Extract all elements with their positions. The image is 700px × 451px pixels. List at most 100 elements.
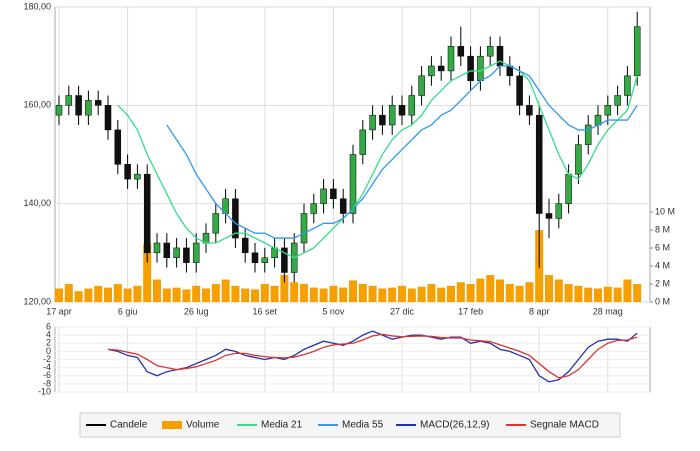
x-tick-label: 5 nov bbox=[322, 306, 345, 316]
line bbox=[166, 65, 638, 239]
volume-bar bbox=[545, 275, 553, 302]
y-tick-label: 6 bbox=[46, 321, 51, 331]
volume-bar bbox=[113, 284, 122, 302]
candle-body bbox=[633, 26, 641, 77]
legend-label: Volume bbox=[186, 420, 220, 431]
y2-tick-label: 0 M bbox=[655, 296, 670, 306]
y-tick-label: 0 bbox=[46, 346, 51, 356]
volume-bar bbox=[153, 279, 161, 302]
volume-bar bbox=[74, 291, 83, 302]
candle-body bbox=[428, 65, 435, 77]
candle-body bbox=[65, 95, 73, 106]
line bbox=[117, 60, 638, 259]
candle-body bbox=[300, 213, 308, 244]
candle-body bbox=[104, 105, 112, 131]
volume-bar bbox=[417, 286, 426, 302]
candle-body bbox=[94, 100, 102, 106]
candle-body bbox=[467, 55, 474, 82]
volume-bar bbox=[55, 288, 63, 302]
volume-bar bbox=[564, 284, 573, 302]
volume-bar bbox=[554, 279, 563, 302]
candle-body bbox=[310, 203, 318, 214]
candle-body bbox=[85, 100, 92, 116]
candle-body bbox=[173, 247, 180, 259]
candle-body bbox=[575, 144, 582, 175]
volume-bar bbox=[290, 282, 299, 302]
volume-bar bbox=[280, 275, 289, 302]
volume-bar bbox=[260, 284, 269, 302]
volume-bar bbox=[123, 288, 132, 302]
y2-tick-label: 6 M bbox=[655, 242, 670, 252]
y-tick-label: -4 bbox=[43, 362, 51, 372]
x-tick-label: 17 apr bbox=[46, 306, 72, 316]
y2-tick-label: 2 M bbox=[655, 278, 670, 288]
y-tick-label: 180,00 bbox=[23, 1, 51, 11]
candle-body bbox=[584, 124, 592, 145]
candle-body bbox=[281, 247, 288, 273]
volume-bar bbox=[574, 285, 583, 302]
volume-bar bbox=[241, 288, 250, 302]
volume-bar bbox=[437, 287, 446, 302]
candle-body bbox=[251, 252, 259, 263]
candle-body bbox=[379, 114, 386, 126]
legend-label: Segnale MACD bbox=[530, 420, 599, 431]
candle-body bbox=[192, 242, 200, 263]
candle-body bbox=[183, 247, 190, 263]
x-tick-label: 26 lug bbox=[184, 306, 209, 316]
legend-entries: Candele Volume Media 21 Media 55 MACD(26,12,… bbox=[86, 420, 599, 431]
volume-bar bbox=[309, 287, 318, 302]
volume-bar bbox=[476, 278, 485, 302]
volume-bar bbox=[515, 285, 524, 302]
candle-body bbox=[457, 46, 465, 57]
volume-bar bbox=[94, 285, 103, 302]
x-tick-label: 28 mag bbox=[593, 306, 623, 316]
y-tick-label: 2 bbox=[46, 338, 51, 348]
y-tick-label: 4 bbox=[46, 330, 51, 340]
candle-body bbox=[163, 242, 171, 258]
volume-bar bbox=[329, 285, 338, 302]
y-tick-label: -10 bbox=[38, 386, 51, 396]
candle-body bbox=[232, 198, 239, 239]
volume-bar bbox=[623, 279, 632, 302]
candle-body bbox=[369, 114, 376, 131]
candle-body bbox=[526, 105, 533, 116]
candle-body bbox=[477, 55, 484, 82]
volume-bar bbox=[349, 280, 357, 302]
volume-bar bbox=[505, 284, 514, 302]
volume-bar bbox=[633, 284, 642, 302]
volume-bar bbox=[398, 285, 406, 302]
candle-body bbox=[624, 75, 631, 96]
candle-body bbox=[349, 154, 357, 214]
candle-body bbox=[55, 105, 63, 116]
volume-bar bbox=[162, 288, 171, 302]
volume-bar bbox=[378, 288, 387, 302]
volume-bar bbox=[496, 279, 504, 302]
volume-bar bbox=[358, 284, 367, 302]
volume-bar bbox=[339, 287, 348, 302]
candle-body bbox=[565, 173, 572, 204]
y-tick-label: -8 bbox=[43, 378, 51, 388]
volume-bar bbox=[456, 282, 465, 302]
volume-bar bbox=[202, 288, 210, 302]
candle-body bbox=[486, 46, 494, 57]
line bbox=[107, 333, 638, 379]
volume-bar bbox=[466, 284, 475, 302]
candle-body bbox=[418, 75, 425, 96]
candle-body bbox=[339, 198, 347, 214]
volume-bar bbox=[211, 284, 220, 302]
x-tick-label: 16 set bbox=[253, 306, 278, 316]
candle-body bbox=[153, 242, 161, 254]
volume-bar bbox=[133, 285, 142, 302]
candle-body bbox=[447, 46, 455, 72]
candle-body bbox=[124, 164, 131, 180]
y2-tick-label: 4 M bbox=[655, 260, 670, 270]
x-tick-label: 17 feb bbox=[458, 306, 483, 316]
candle-body bbox=[143, 173, 151, 254]
candle-body bbox=[114, 129, 122, 165]
y-tick-label: 120,00 bbox=[23, 296, 51, 306]
legend-label: Candele bbox=[110, 420, 148, 431]
volume-bar bbox=[427, 284, 436, 302]
volume-bar bbox=[388, 287, 397, 302]
legend-label: Media 21 bbox=[261, 420, 303, 431]
